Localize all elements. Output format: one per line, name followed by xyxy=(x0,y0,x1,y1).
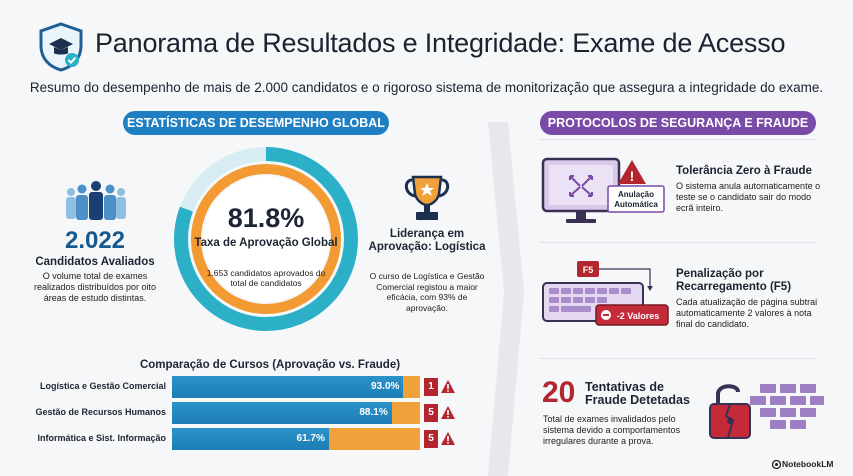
fraud-attempts-description: Total de exames invalidados pelo sistema… xyxy=(543,414,681,446)
course-bar-track: 88.1% xyxy=(172,402,420,424)
course-bar-fraud-count: 1 xyxy=(424,378,438,396)
donut-center xyxy=(203,176,329,302)
chevron-divider xyxy=(488,122,524,476)
donut-approved-arc xyxy=(174,147,358,331)
course-bar-fraud-count: 5 xyxy=(424,430,438,448)
leader-title: Liderança em Aprovação: Logística xyxy=(368,228,486,253)
course-bar-label: Logística e Gestão Comercial xyxy=(39,381,166,391)
fraud-title-line1: Tentativas de xyxy=(585,380,664,394)
reload-title-line2: Recarregamento (F5) xyxy=(676,281,792,293)
svg-text:!: ! xyxy=(630,168,635,184)
section-pill-performance: ESTATÍSTICAS DE DESEMPENHO GLOBAL xyxy=(123,111,389,135)
leader-description: O curso de Logística e Gestão Comercial … xyxy=(369,271,485,313)
people-group-icon xyxy=(66,181,126,220)
fraud-attempts-title: Tentativas de Fraude Detetadas xyxy=(585,381,690,407)
warning-icon xyxy=(441,380,455,393)
candidates-description: O volume total de exames realizados dist… xyxy=(33,271,157,303)
course-bar-row: Gestão de Recursos Humanos 88.1% 5 xyxy=(0,402,480,424)
approval-donut xyxy=(174,147,358,331)
trophy-icon xyxy=(404,175,450,220)
approval-description: 1.653 candidatos aprovados do total de c… xyxy=(206,268,326,288)
divider-line xyxy=(540,242,816,243)
course-bar-percentage: 61.7% xyxy=(296,433,325,444)
fraud-attempts-count: 20 xyxy=(542,376,576,409)
course-bar-fraud-count: 5 xyxy=(424,404,438,422)
course-bar-track: 61.7% xyxy=(172,428,420,450)
reload-description: Cada atualização de página subtrai autom… xyxy=(676,297,818,329)
warning-icon xyxy=(441,406,455,419)
divider-line xyxy=(540,139,816,140)
notebooklm-logo-icon xyxy=(772,460,781,469)
divider-line xyxy=(540,358,816,359)
candidates-count: 2.022 xyxy=(64,227,126,254)
fraud-title-line2: Fraude Detetadas xyxy=(585,393,690,407)
warning-icon xyxy=(441,432,455,445)
page-title: Panorama de Resultados e Integridade: Ex… xyxy=(95,28,786,58)
course-bar-approval-fill xyxy=(172,376,404,398)
monitor-fullscreen-icon: ! Anulação Automática xyxy=(541,157,665,223)
zero-tolerance-description: O sistema anula automaticamente o teste … xyxy=(676,181,821,213)
header: Panorama de Resultados e Integridade: Ex… xyxy=(0,0,853,110)
candidates-label: Candidatos Avaliados xyxy=(35,256,155,268)
annul-badge-line2: Automática xyxy=(614,200,658,209)
course-bar-approval-fill xyxy=(172,402,392,424)
course-bar-approval-fill xyxy=(172,428,329,450)
course-bar-row: Informática e Sist. Informação 61.7% 5 xyxy=(0,428,480,450)
donut-inner-ring xyxy=(191,164,341,314)
course-bar-percentage: 93.0% xyxy=(371,381,400,392)
course-bar-row: Logística e Gestão Comercial 93.0% 1 xyxy=(0,376,480,398)
annul-badge-line1: Anulação xyxy=(618,190,654,199)
footer-brand: NotebookLM xyxy=(782,459,834,469)
course-bar-percentage: 88.1% xyxy=(359,407,388,418)
approval-label: Taxa de Aprovação Global xyxy=(194,237,338,249)
page-subtitle: Resumo do desempenho de mais de 2.000 ca… xyxy=(29,80,824,95)
approval-percentage: 81.8% xyxy=(227,203,305,233)
section-pill-security: PROTOCOLOS DE SEGURANÇA E FRAUDE xyxy=(540,111,816,135)
keyboard-f5-icon: F5 -2 Valores xyxy=(542,261,669,326)
broken-lock-icon xyxy=(709,384,824,439)
course-bar-label: Informática e Sist. Informação xyxy=(37,433,166,443)
course-bar-track: 93.0% xyxy=(172,376,420,398)
penalty-badge: -2 Valores xyxy=(617,311,660,321)
course-bar-label: Gestão de Recursos Humanos xyxy=(35,407,166,417)
courses-comparison-title: Comparação de Cursos (Aprovação vs. Frau… xyxy=(139,359,401,371)
zero-tolerance-title: Tolerância Zero à Fraude xyxy=(676,165,812,177)
f5-key-label: F5 xyxy=(583,265,594,275)
reload-title-line1: Penalização por xyxy=(676,268,764,280)
shield-graduation-icon xyxy=(39,22,83,72)
